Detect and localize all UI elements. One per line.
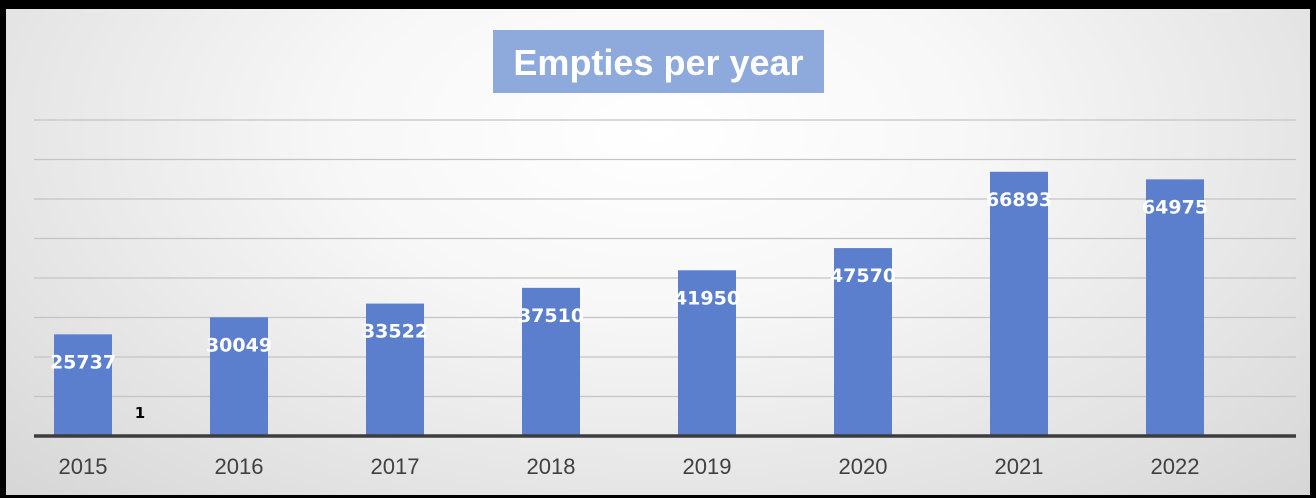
data-label: 47570 xyxy=(830,265,896,287)
x-tick-label: 2017 xyxy=(371,454,420,479)
chart-title-text: Empties per year xyxy=(513,42,803,83)
x-tick-label: 2020 xyxy=(839,454,888,479)
bar xyxy=(522,287,580,436)
bars xyxy=(54,171,1204,436)
annotation-label: 1 xyxy=(135,404,145,422)
bar xyxy=(678,270,736,436)
bar xyxy=(366,303,424,436)
data-label: 37510 xyxy=(518,305,584,327)
bar xyxy=(1146,179,1204,436)
x-tick-label: 2019 xyxy=(683,454,732,479)
data-label: 30049 xyxy=(206,334,272,356)
data-label: 64975 xyxy=(1142,196,1208,218)
data-label: 33522 xyxy=(362,321,428,343)
bar xyxy=(990,171,1048,436)
x-tick-label: 2015 xyxy=(59,454,108,479)
data-label: 66893 xyxy=(986,189,1052,211)
x-tick-label: 2021 xyxy=(995,454,1044,479)
x-tick-label: 2018 xyxy=(527,454,576,479)
chart-title: Empties per year xyxy=(493,30,824,93)
data-label: 41950 xyxy=(674,287,740,309)
x-tick-label: 2022 xyxy=(1151,454,1200,479)
x-tick-label: 2016 xyxy=(215,454,264,479)
data-label: 25737 xyxy=(50,351,116,373)
data-labels: 25737 30049 33522 37510 41950 47570 66893 64975 xyxy=(50,189,1208,374)
chart-title-background xyxy=(493,30,824,93)
x-axis-tick-labels: 2015 2016 2017 2018 2019 2020 2021 2022 xyxy=(59,454,1200,479)
bar xyxy=(834,248,892,436)
bar xyxy=(210,317,268,436)
bar xyxy=(54,334,112,436)
